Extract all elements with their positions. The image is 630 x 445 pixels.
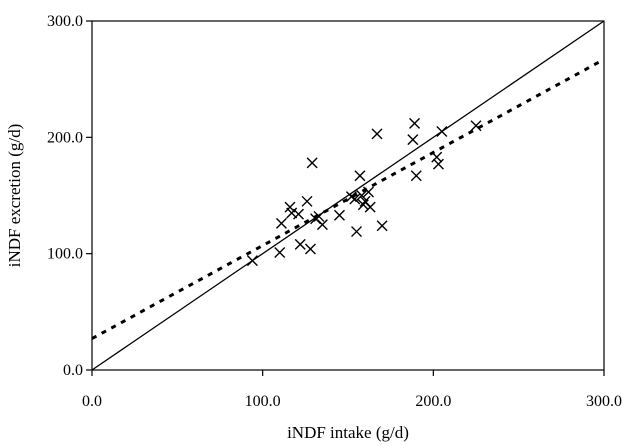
data-point xyxy=(354,170,366,182)
data-point xyxy=(313,210,325,222)
x-tick-label: 300.0 xyxy=(586,393,622,410)
x-tick-label: 200.0 xyxy=(415,393,451,410)
data-point xyxy=(371,128,383,140)
y-tick-label: 0.0 xyxy=(63,362,83,379)
identity-line xyxy=(91,20,605,371)
x-tick-label: 100.0 xyxy=(245,393,281,410)
y-tick-label: 100.0 xyxy=(47,246,83,263)
data-point xyxy=(410,170,422,182)
data-point xyxy=(333,209,345,221)
data-point xyxy=(286,207,298,219)
data-point xyxy=(470,120,482,132)
data-point xyxy=(294,238,306,250)
data-points xyxy=(246,117,482,267)
data-point xyxy=(431,151,443,163)
data-point xyxy=(293,208,305,220)
y-tick-label: 200.0 xyxy=(47,129,83,146)
data-point xyxy=(364,201,376,213)
data-point xyxy=(376,220,388,232)
data-point xyxy=(357,199,369,211)
data-point xyxy=(349,193,361,205)
regression-line xyxy=(91,58,605,340)
data-point xyxy=(246,255,258,267)
data-point xyxy=(306,157,318,169)
y-axis-title: iNDF excretion (g/d) xyxy=(5,124,24,268)
data-point xyxy=(407,134,419,146)
y-tick-label: 300.0 xyxy=(47,13,83,30)
data-point xyxy=(362,186,374,198)
data-point xyxy=(274,247,286,258)
x-axis-title: iNDF intake (g/d) xyxy=(287,423,409,442)
data-point xyxy=(275,217,287,229)
data-point xyxy=(304,243,316,255)
data-point xyxy=(432,158,444,170)
x-tick-label: 0.0 xyxy=(82,393,102,410)
data-point xyxy=(356,190,368,201)
data-point xyxy=(409,117,421,129)
plot-area-frame xyxy=(91,20,605,371)
reference-lines xyxy=(91,20,605,371)
data-point xyxy=(351,226,363,238)
data-point xyxy=(436,126,448,138)
data-point xyxy=(301,195,313,207)
axis-ticks: 0.0 100.0 200.0 300.0 0.0 100.0 200.0 300.0 xyxy=(47,13,622,410)
data-point xyxy=(316,219,328,231)
